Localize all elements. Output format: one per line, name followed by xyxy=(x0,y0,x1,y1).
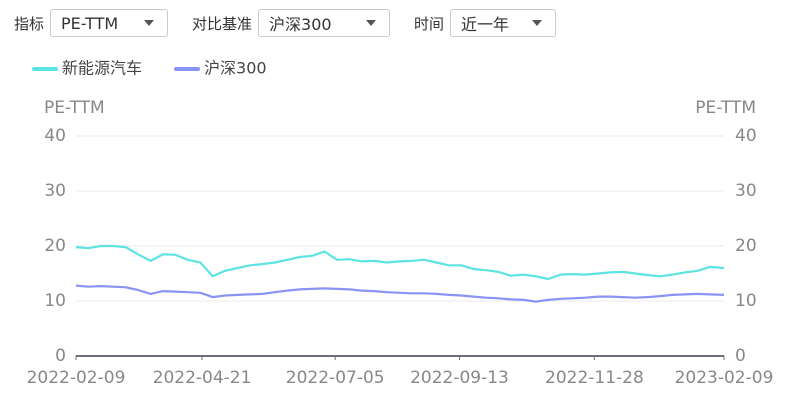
y-axis-label: PE-TTM xyxy=(44,98,105,118)
legend-label: 新能源汽车 xyxy=(62,59,142,78)
y-tick-label: 40 xyxy=(44,126,66,146)
dropdown-arrow xyxy=(144,20,155,26)
controls: 指标 PE-TTM 对比基准 沪深300 时间 近一年 xyxy=(14,9,580,37)
dropdown-arrow xyxy=(366,20,377,26)
y2-tick-label: 10 xyxy=(735,291,757,311)
control-label: 指标 xyxy=(14,14,45,33)
y-tick-label: 0 xyxy=(55,346,66,366)
y-tick-label: 20 xyxy=(44,236,66,256)
arrow xyxy=(366,20,377,26)
x-tick-label: 2022-04-21 xyxy=(153,368,252,388)
dropdown[interactable]: PE-TTM xyxy=(50,9,169,37)
control: 时间 近一年 xyxy=(414,9,557,37)
x-tick-label: 2022-02-09 xyxy=(27,368,126,388)
legend-label: 沪深300 xyxy=(204,59,267,78)
series-line xyxy=(75,244,725,281)
y2-tick-label: 0 xyxy=(735,346,746,366)
y-tick-label: 30 xyxy=(44,181,66,201)
dropdown-arrow xyxy=(532,20,543,26)
x-tick-label: 2022-11-28 xyxy=(545,368,644,388)
control-label: 对比基准 xyxy=(192,14,253,33)
y2-axis-label: PE-TTM xyxy=(695,98,756,118)
control: 指标 PE-TTM xyxy=(14,9,169,37)
y-tick-label: 10 xyxy=(44,291,66,311)
control: 对比基准 沪深300 xyxy=(192,9,391,37)
x-tick-label: 2022-09-13 xyxy=(410,368,509,388)
arrow xyxy=(144,20,155,26)
control-label: 时间 xyxy=(414,14,445,33)
dropdown[interactable]: 近一年 xyxy=(450,9,557,37)
dropdown[interactable]: 沪深300 xyxy=(258,9,391,37)
dropdown-value: 近一年 xyxy=(461,15,510,34)
x-tick-label: 2022-07-05 xyxy=(286,368,385,388)
series-line xyxy=(75,284,725,303)
x-tick-label: 2023-02-09 xyxy=(675,368,774,388)
dropdown-value: 沪深300 xyxy=(269,15,332,34)
y2-tick-label: 40 xyxy=(735,126,757,146)
arrow xyxy=(532,20,543,26)
dropdown-value: PE-TTM xyxy=(61,13,119,33)
y2-tick-label: 30 xyxy=(735,181,757,201)
y2-tick-label: 20 xyxy=(735,236,757,256)
